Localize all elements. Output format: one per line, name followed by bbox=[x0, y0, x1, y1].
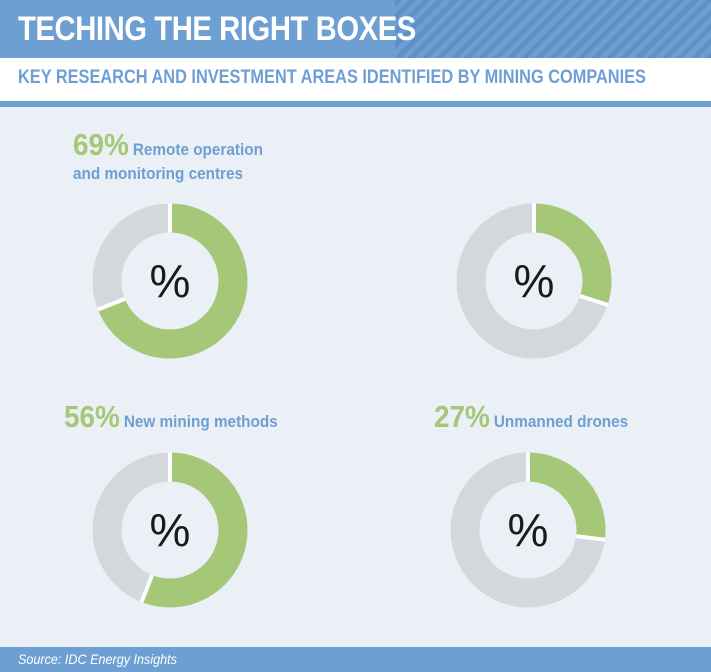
chart-3-caption: 56% New mining methods bbox=[64, 400, 278, 434]
chart-4-value-label: 27% bbox=[434, 399, 490, 434]
chart-4-caption: 27% Unmanned drones bbox=[434, 400, 628, 434]
footer: Source: IDC Energy Insights bbox=[0, 647, 711, 672]
chart-4-label: Unmanned drones bbox=[493, 412, 629, 431]
donut-4-center-label: % bbox=[508, 504, 549, 556]
chart-1-value-label: 69% bbox=[73, 127, 129, 162]
donut-2: % bbox=[456, 203, 612, 359]
divider bbox=[0, 101, 711, 107]
donut-3: % bbox=[92, 452, 248, 608]
donut-2-center-label: % bbox=[514, 255, 555, 307]
donut-4-separator bbox=[575, 534, 606, 542]
donut-3-separator bbox=[139, 574, 155, 603]
donut-1-center-label: % bbox=[150, 255, 191, 307]
chart-3-label: New mining methods bbox=[123, 412, 278, 431]
chart-3-value-label: 56% bbox=[64, 399, 120, 434]
header-bar: TECHING THE RIGHT BOXES bbox=[0, 0, 711, 58]
chart-1-label-line1: Remote operation bbox=[132, 140, 263, 159]
source-note: Source: IDC Energy Insights bbox=[18, 651, 177, 667]
chart-1-label-line2: and monitoring centres bbox=[73, 164, 244, 183]
chart-1-caption: 69% Remote operation bbox=[73, 128, 263, 162]
donut-4: % bbox=[450, 452, 606, 608]
page-subtitle: KEY RESEARCH AND INVESTMENT AREAS IDENTI… bbox=[18, 67, 646, 88]
donut-1: % bbox=[92, 203, 248, 359]
donut-3-center-label: % bbox=[150, 504, 191, 556]
donut-1-separator bbox=[97, 296, 126, 312]
header-stripes bbox=[395, 0, 711, 58]
donut-2-separator bbox=[579, 294, 609, 307]
page-title: TECHING THE RIGHT BOXES bbox=[18, 10, 416, 48]
